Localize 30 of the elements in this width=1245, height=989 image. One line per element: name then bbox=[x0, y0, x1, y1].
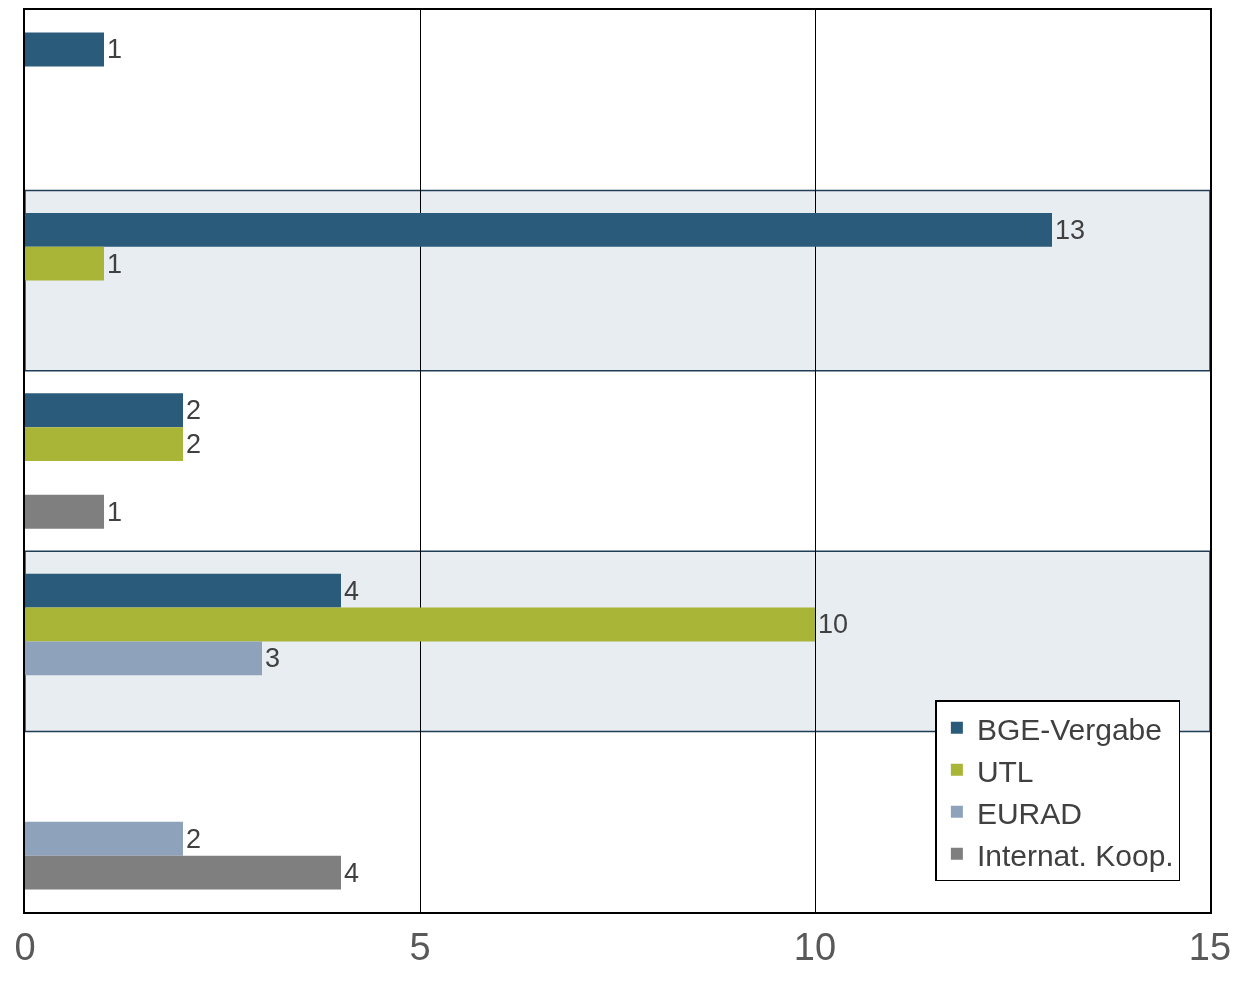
legend-label: UTL bbox=[976, 754, 1034, 788]
data-label: 4 bbox=[344, 575, 360, 606]
bar bbox=[25, 393, 183, 428]
legend-label: BGE-Vergabe bbox=[976, 712, 1162, 746]
bar bbox=[25, 212, 1052, 247]
legend-label: EURAD bbox=[976, 796, 1082, 830]
bar bbox=[25, 573, 341, 608]
x-tick-label: 5 bbox=[409, 925, 431, 968]
data-label: 13 bbox=[1055, 214, 1086, 245]
data-label: 4 bbox=[344, 857, 360, 888]
x-tick-label: 10 bbox=[793, 925, 837, 968]
x-tick-label: 15 bbox=[1188, 925, 1232, 968]
bar bbox=[25, 855, 341, 890]
data-label: 1 bbox=[107, 248, 123, 279]
data-label: 2 bbox=[186, 395, 202, 426]
bar bbox=[25, 607, 815, 642]
data-label: 1 bbox=[107, 34, 123, 65]
data-label: 10 bbox=[818, 609, 849, 640]
bar bbox=[25, 821, 183, 856]
x-tick-label: 0 bbox=[14, 925, 36, 968]
bar bbox=[25, 32, 104, 67]
data-label: 2 bbox=[186, 429, 202, 460]
bar bbox=[25, 494, 104, 529]
data-label: 2 bbox=[186, 823, 202, 854]
bar bbox=[25, 427, 183, 461]
legend-label: Internat. Koop. bbox=[976, 838, 1174, 872]
bar bbox=[25, 246, 104, 281]
data-label: 3 bbox=[265, 643, 281, 674]
data-label: 1 bbox=[107, 496, 123, 527]
bar bbox=[25, 641, 262, 676]
